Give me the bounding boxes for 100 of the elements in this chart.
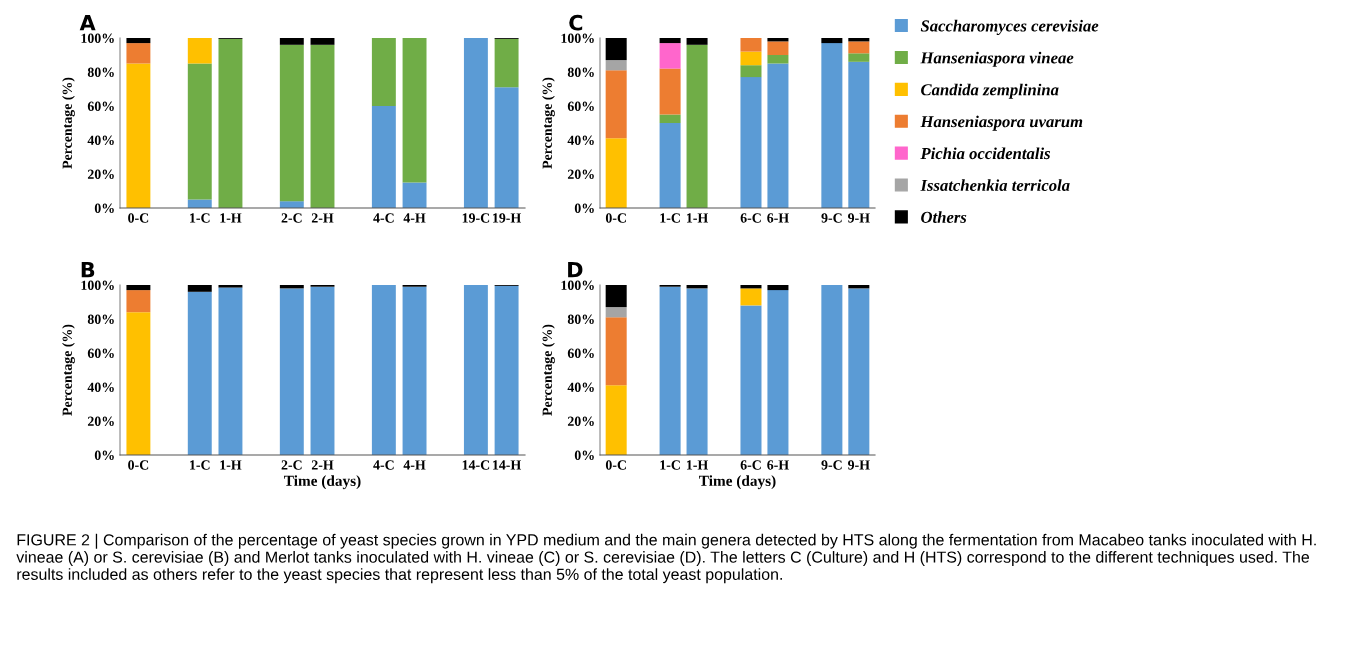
y-axis-title: Percentage (%) (62, 324, 75, 416)
bar (218, 285, 243, 288)
x-tick-label: 19-C (462, 213, 490, 223)
bar (494, 38, 519, 88)
y-tick-label: 60% (87, 101, 114, 111)
x-tick-label: 1-C (190, 460, 210, 470)
x-tick-label: 1-H (686, 460, 709, 470)
y-tick-label: 20% (567, 169, 594, 179)
bar (310, 286, 335, 455)
bar (187, 63, 212, 200)
x-tick-label: 1-H (686, 213, 709, 223)
y-axis-title: Percentage (%) (542, 77, 555, 169)
bar (126, 290, 151, 313)
bar (767, 285, 789, 291)
x-tick-label: 9-C (821, 213, 842, 223)
bar (371, 38, 396, 106)
y-tick-label: 80% (87, 67, 114, 77)
bar (126, 63, 151, 208)
bar (279, 38, 304, 45)
y-tick-label: 80% (567, 67, 594, 77)
x-tick-label: 14-H (493, 460, 522, 470)
bar (848, 61, 870, 208)
bar (740, 51, 762, 66)
y-tick-label: 100% (561, 280, 594, 290)
bar (848, 288, 870, 455)
caption: FIGURE 2 | Comparison of the percentage of yeast species grown in YPD medium and the main genera detected by HTS along the fermentation from Macabeo tanks inoculated with H. vineae (A) or S. cerevisiae (B) and Merlot tanks inoculated with H. vineae (C) or S. cerevisiae (D). The letters C (Culture) and H (HTS) correspond to the different techniques used. The results included as others refer to the yeast species that represent less than 5% of the total yeast population. (16, 533, 1316, 584)
x-tick-label: 6-C (740, 460, 761, 470)
bar (463, 38, 488, 208)
bar (187, 199, 212, 208)
bar (605, 385, 627, 455)
x-tick-label: 19-H (493, 213, 522, 223)
bar (740, 65, 762, 78)
bar (740, 38, 762, 52)
bar (402, 286, 427, 455)
bar (659, 68, 681, 115)
x-tick-label: 6-H (767, 460, 789, 470)
bar (740, 305, 762, 455)
chart-title: C (569, 14, 583, 31)
y-tick-label: 100% (81, 280, 114, 290)
chart-title: D (568, 262, 583, 278)
bar (686, 288, 708, 455)
x-tick-label: 6-H (767, 213, 789, 223)
bar (767, 55, 789, 64)
bar (848, 41, 870, 54)
bar (126, 38, 151, 44)
bar (605, 307, 627, 318)
bar (659, 38, 681, 44)
x-tick-label: 9-C (821, 460, 842, 470)
y-tick-label: 0% (94, 203, 114, 213)
legend-label: Saccharomyces cerevisiae (920, 19, 1099, 35)
x-tick-label: 6-C (740, 213, 761, 223)
y-tick-label: 20% (567, 416, 594, 426)
bar (821, 38, 843, 44)
x-tick-label: 0-C (605, 460, 626, 470)
bar (659, 123, 681, 208)
x-tick-label: 4-H (403, 213, 426, 223)
y-tick-label: 40% (567, 135, 594, 145)
bar (605, 138, 627, 208)
x-tick-label: 9-H (848, 213, 870, 223)
y-tick-label: 80% (87, 314, 114, 324)
bar (605, 285, 627, 308)
bar (218, 38, 243, 208)
chart-title: B (81, 262, 95, 278)
bar (310, 38, 335, 45)
legend-label: Hanseniaspora uvarum (920, 115, 1083, 131)
bar (740, 77, 762, 208)
bar (126, 312, 151, 455)
bar (767, 290, 789, 455)
legend-label: Issatchenkia terricola (920, 179, 1070, 192)
bar (686, 44, 708, 208)
bar (187, 291, 212, 455)
bar (187, 285, 212, 292)
x-tick-label: 2-H (311, 213, 334, 223)
bar (848, 53, 870, 62)
bar (371, 106, 396, 208)
y-tick-label: 0% (94, 450, 114, 460)
legend-label: Pichia occidentalis (920, 147, 1051, 160)
x-tick-label: 1-H (220, 460, 242, 470)
bar (371, 285, 396, 455)
bar (821, 285, 843, 455)
x-tick-label: 4-C (373, 460, 394, 470)
chart-title: A (79, 15, 96, 31)
x-tick-label: 1-H (220, 213, 242, 223)
y-tick-label: 40% (87, 382, 114, 392)
bar (767, 41, 789, 55)
x-tick-label: 14-C (462, 460, 490, 470)
y-axis-title: Percentage (%) (542, 324, 555, 416)
bar (279, 288, 304, 455)
x-axis-title: Time (days) (699, 475, 776, 490)
x-tick-label: 9-H (848, 460, 870, 470)
legend-label: Candida zemplinina (921, 83, 1059, 99)
x-axis-title: Time (days) (284, 475, 361, 490)
bar (686, 38, 708, 45)
bar (605, 38, 627, 61)
x-tick-label: 1-C (660, 213, 680, 223)
bar (402, 38, 427, 183)
x-tick-label: 0-C (605, 213, 626, 223)
y-tick-label: 60% (87, 348, 114, 358)
x-tick-label: 4-C (373, 213, 394, 223)
x-tick-label: 4-H (403, 460, 426, 470)
